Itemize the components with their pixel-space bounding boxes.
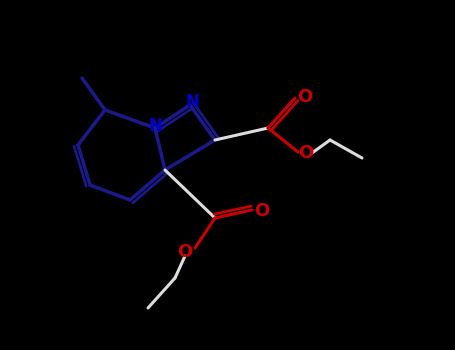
Text: N: N bbox=[185, 93, 199, 111]
Text: O: O bbox=[254, 202, 270, 220]
Text: O: O bbox=[298, 88, 313, 106]
Text: O: O bbox=[298, 144, 313, 162]
Text: O: O bbox=[177, 243, 192, 261]
Text: N: N bbox=[148, 117, 162, 135]
